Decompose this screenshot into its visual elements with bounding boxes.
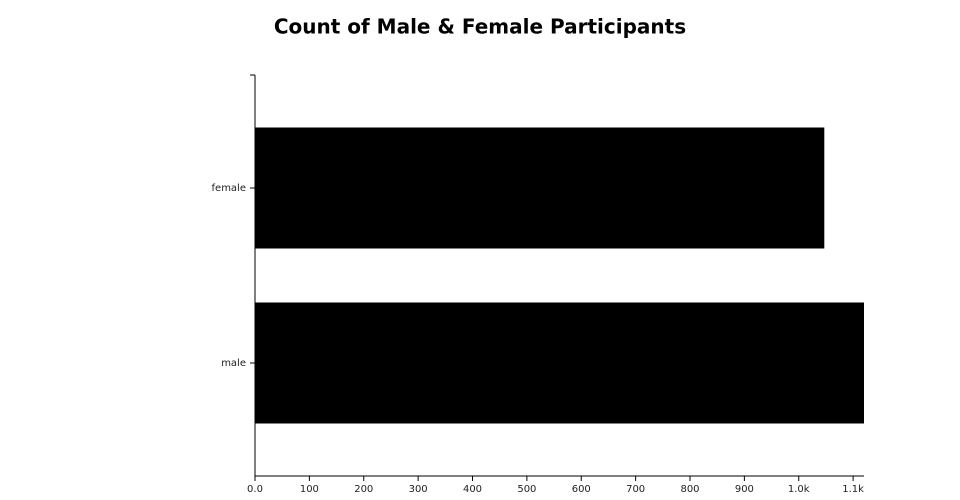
y-tick-label: female (212, 183, 246, 194)
x-tick-label: 1.0k (788, 484, 810, 495)
chart-title: Count of Male & Female Participants (274, 15, 686, 39)
x-tick-label: 1.1k (842, 484, 864, 495)
x-tick-label: 600 (572, 484, 591, 495)
x-tick-label: 400 (463, 484, 482, 495)
x-tick-label: 800 (680, 484, 699, 495)
bar (255, 302, 864, 424)
x-tick-label: 700 (626, 484, 645, 495)
x-tick-label: 300 (409, 484, 428, 495)
x-tick-label: 200 (354, 484, 373, 495)
x-tick-label: 100 (300, 484, 319, 495)
x-tick-label: 500 (517, 484, 536, 495)
x-tick-label: 0.0 (247, 484, 263, 495)
x-tick-label: 900 (735, 484, 754, 495)
bar (255, 127, 825, 249)
y-tick-label: male (221, 358, 246, 369)
